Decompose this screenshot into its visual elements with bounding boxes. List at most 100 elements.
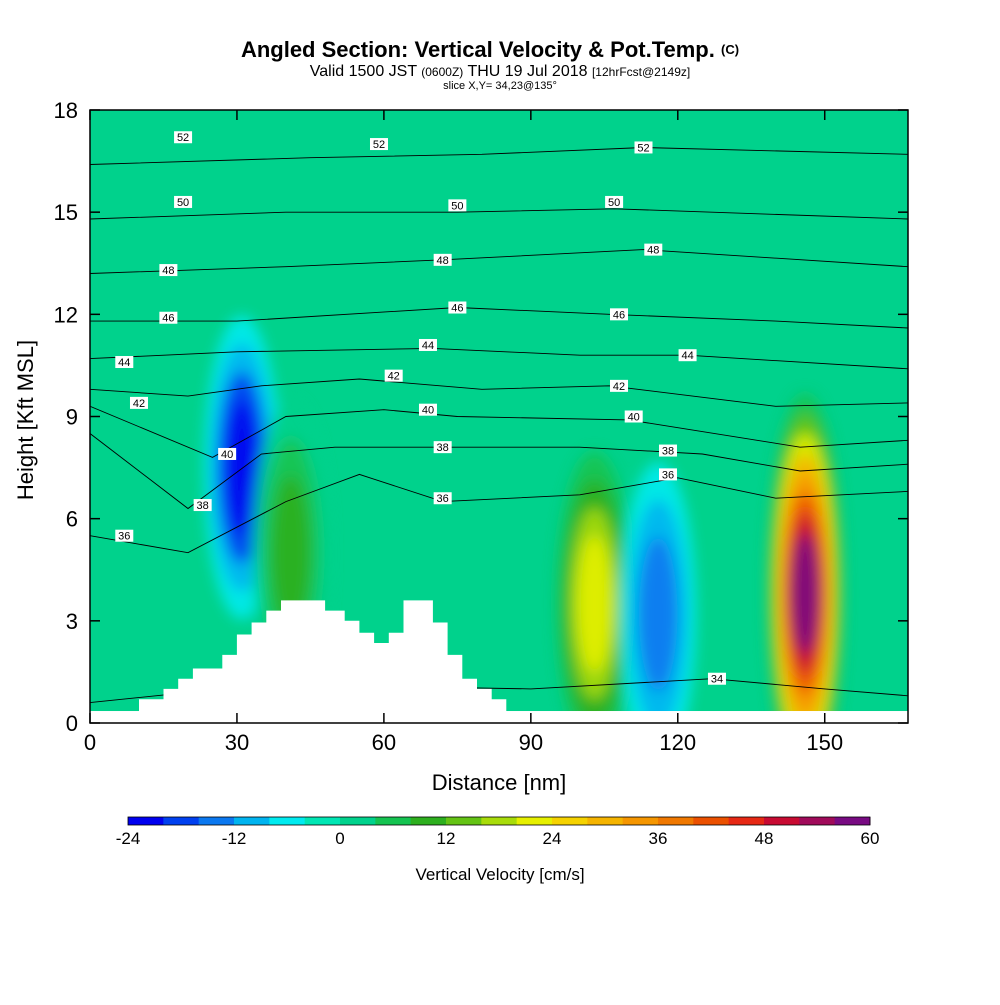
theta-label-text: 40 bbox=[628, 412, 640, 424]
y-tick-label: 0 bbox=[66, 711, 78, 736]
theta-label: 40 bbox=[418, 403, 437, 417]
theta-label: 46 bbox=[610, 308, 629, 321]
theta-label: 40 bbox=[218, 447, 237, 461]
y-tick-label: 9 bbox=[66, 405, 78, 430]
theta-label-text: 42 bbox=[613, 381, 625, 393]
theta-label: 44 bbox=[678, 349, 697, 362]
colorbar-swatch bbox=[587, 817, 624, 825]
colorbar-swatch bbox=[481, 817, 518, 825]
theta-label: 48 bbox=[159, 264, 178, 277]
colorbar-tick-label: 36 bbox=[649, 829, 668, 848]
velocity-band bbox=[791, 533, 819, 654]
theta-label: 34 bbox=[707, 672, 726, 686]
theta-label-text: 38 bbox=[197, 500, 209, 512]
velocity-feature bbox=[767, 393, 844, 723]
velocity-band bbox=[638, 536, 678, 692]
theta-label: 38 bbox=[433, 441, 452, 454]
forecast-info: [12hrFcst@2149z] bbox=[592, 65, 690, 79]
theta-label-text: 42 bbox=[388, 371, 400, 383]
theta-label: 50 bbox=[174, 195, 193, 209]
x-axis: 0 30 60 90 120 150 bbox=[84, 110, 843, 755]
theta-contour-52 bbox=[90, 147, 908, 165]
theta-label: 50 bbox=[448, 199, 467, 212]
colorbar-swatch bbox=[764, 817, 800, 825]
theta-label-text: 50 bbox=[177, 197, 189, 209]
theta-label-text: 46 bbox=[613, 309, 625, 321]
theta-label-text: 44 bbox=[681, 350, 693, 362]
colorbar-swatch bbox=[834, 817, 871, 825]
theta-label-text: 44 bbox=[118, 357, 130, 369]
theta-label-text: 48 bbox=[162, 265, 174, 277]
x-tick-label: 150 bbox=[806, 730, 843, 755]
colorbar-title: Vertical Velocity [cm/s] bbox=[415, 865, 584, 884]
theta-contour-44 bbox=[90, 347, 908, 370]
theta-label-text: 40 bbox=[221, 449, 233, 461]
theta-label-text: 38 bbox=[437, 442, 449, 454]
chart-title: Angled Section: Vertical Velocity & Pot.… bbox=[241, 37, 739, 62]
y-axis: 0 36 9 12 15 18 bbox=[54, 98, 908, 736]
theta-label-text: 52 bbox=[637, 142, 649, 154]
colorbar-swatch bbox=[552, 817, 588, 825]
theta-label: 38 bbox=[193, 499, 212, 512]
colorbar-swatch bbox=[198, 817, 235, 825]
theta-label: 52 bbox=[634, 141, 653, 154]
theta-contour-42 bbox=[90, 378, 908, 407]
theta-label-text: 46 bbox=[451, 303, 463, 315]
y-tick-label: 12 bbox=[54, 302, 78, 327]
theta-label-text: 52 bbox=[373, 139, 385, 151]
terrain-base bbox=[90, 711, 908, 723]
theta-label: 42 bbox=[610, 379, 629, 393]
theta-label: 42 bbox=[129, 396, 148, 410]
theta-label: 50 bbox=[605, 195, 624, 209]
colorbar-tick-label: -12 bbox=[222, 829, 247, 848]
y-tick-label: 15 bbox=[54, 200, 78, 225]
colorbar-swatch bbox=[234, 817, 270, 825]
y-tick-label: 6 bbox=[66, 507, 78, 532]
theta-label: 44 bbox=[418, 338, 437, 352]
colorbar-tick-label: 60 bbox=[861, 829, 880, 848]
x-axis-title: Distance [nm] bbox=[432, 770, 567, 795]
y-tick-label: 18 bbox=[54, 98, 78, 123]
colorbar-swatch bbox=[340, 817, 376, 825]
colorbar: -24 -12 0 12 24 36 48 60 bbox=[116, 816, 880, 848]
x-tick-label: 90 bbox=[519, 730, 543, 755]
colorbar-tick-label: 24 bbox=[543, 829, 562, 848]
theta-label-text: 48 bbox=[437, 255, 449, 267]
colorbar-swatch bbox=[446, 817, 482, 825]
x-tick-label: 30 bbox=[225, 730, 249, 755]
theta-label-text: 36 bbox=[118, 531, 130, 543]
theta-label-text: 46 bbox=[162, 313, 174, 325]
colorbar-swatch bbox=[516, 817, 553, 825]
velocity-feature bbox=[620, 462, 697, 723]
theta-label-text: 34 bbox=[711, 674, 723, 686]
theta-label-text: 44 bbox=[422, 340, 434, 352]
colorbar-swatch bbox=[658, 817, 694, 825]
theta-label: 52 bbox=[174, 131, 193, 144]
theta-label: 52 bbox=[369, 138, 388, 151]
theta-label: 46 bbox=[159, 311, 178, 325]
colorbar-swatch bbox=[799, 817, 836, 825]
velocity-band bbox=[271, 475, 311, 631]
theta-label: 36 bbox=[658, 468, 677, 481]
velocity-band bbox=[224, 399, 259, 536]
theta-label-text: 38 bbox=[662, 446, 674, 458]
colorbar-swatch bbox=[693, 817, 730, 825]
colorbar-swatch bbox=[728, 817, 765, 825]
plot-area: 52 52 52 50 50 50 48 48 48 46 46 46 44 44 44 42 42 42 40 40… bbox=[90, 110, 908, 723]
colorbar-swatch bbox=[163, 817, 200, 825]
colorbar-tick-label: 48 bbox=[755, 829, 774, 848]
theta-label: 48 bbox=[433, 253, 452, 267]
velocity-band bbox=[577, 535, 612, 672]
theta-contour-50 bbox=[90, 208, 908, 220]
title-unit: (C) bbox=[721, 42, 739, 57]
valid-utc: (0600Z) bbox=[421, 65, 463, 79]
theta-label-text: 48 bbox=[647, 245, 659, 257]
x-tick-label: 120 bbox=[659, 730, 696, 755]
colorbar-tick-label: 0 bbox=[335, 829, 344, 848]
colorbar-tick-label: -24 bbox=[116, 829, 141, 848]
theta-label-text: 50 bbox=[451, 200, 463, 212]
theta-label: 48 bbox=[644, 243, 663, 257]
theta-label: 38 bbox=[658, 444, 677, 458]
